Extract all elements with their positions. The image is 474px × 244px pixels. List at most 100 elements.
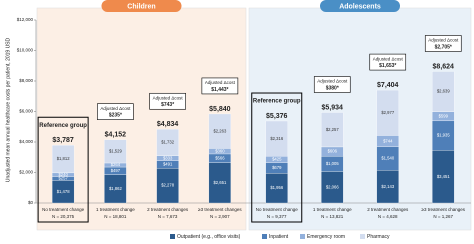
panel-header — [101, 0, 182, 12]
annotation-box — [149, 92, 186, 110]
bar-segment — [265, 120, 288, 157]
annotation-label: Adjusted Δcost — [373, 56, 404, 61]
annotation-box — [424, 35, 462, 52]
segment-label: $2,278 — [161, 183, 174, 188]
n-label: N = 20,375 — [52, 214, 75, 219]
n-label: N = 7,673 — [158, 214, 178, 219]
annotation-box — [201, 77, 239, 95]
category-label: No treatment change — [42, 207, 85, 212]
total-label: $5,934 — [322, 104, 344, 111]
n-label: N = 18,801 — [104, 214, 127, 219]
reference-box — [37, 116, 89, 223]
category-label: 1 treatment change — [96, 207, 135, 212]
annotation-label: Adjusted Δcost — [100, 106, 131, 111]
annotation-box — [313, 76, 351, 93]
reference-box — [251, 92, 303, 223]
annotation-value: $743* — [161, 102, 174, 108]
reference-label: Reference group — [253, 99, 301, 105]
segment-label: $1,935 — [437, 133, 450, 138]
category-label: No treatment change — [256, 207, 299, 212]
annotation-label: Adjusted Δcost — [428, 38, 459, 43]
legend-label: Inpatient — [269, 234, 289, 240]
category-label: ≥3 treatment changes — [422, 207, 466, 212]
segment-label: $2,639 — [437, 89, 450, 94]
segment-label: $333 — [163, 155, 173, 160]
segment-label: $2,066 — [326, 184, 339, 189]
total-label: $4,834 — [157, 121, 179, 128]
bar-segment — [208, 113, 232, 149]
segment-label: $2,316 — [270, 136, 283, 141]
annotation-label: Adjusted Δcost — [317, 79, 348, 84]
bar-segment — [321, 112, 344, 148]
total-label: $7,404 — [377, 82, 399, 89]
n-label: N = 13,821 — [321, 214, 344, 219]
annotation-value: $1,653* — [379, 63, 396, 69]
annotation-box — [369, 53, 407, 71]
total-label: $5,840 — [209, 106, 231, 113]
legend-swatch — [262, 234, 267, 239]
segment-label: $491 — [163, 162, 173, 167]
annotation-box — [97, 103, 134, 120]
category-label: ≥3 treatment changes — [198, 207, 242, 212]
segment-label: $2,977 — [381, 110, 394, 115]
bar-segment — [104, 139, 127, 164]
segment-label: $497 — [111, 168, 121, 173]
y-tick-label: $0 — [28, 200, 34, 205]
segment-label: $3,451 — [437, 174, 450, 179]
segment-label: $1,956 — [270, 185, 283, 190]
annotation-value: $380* — [326, 85, 339, 91]
total-label: $3,787 — [52, 137, 74, 144]
bar-segment — [376, 89, 399, 136]
total-label: $5,376 — [266, 113, 288, 120]
segment-label: $257 — [58, 176, 68, 181]
segment-label: $360 — [215, 148, 225, 153]
y-tick-label: $6,000 — [19, 109, 33, 114]
segment-label: $425 — [272, 157, 282, 162]
annotation-value: $1,443* — [211, 87, 228, 93]
legend-label: Emergency room — [307, 234, 345, 240]
legend-swatch — [300, 234, 305, 239]
n-label: N = 1,267 — [433, 214, 453, 219]
y-tick-label: $8,000 — [19, 78, 33, 83]
segment-label: $1,005 — [326, 161, 339, 166]
panel-title: Adolescents — [339, 3, 381, 10]
y-tick-label: $10,000 — [17, 48, 34, 53]
segment-label: $599 — [439, 113, 449, 118]
panel-header — [320, 0, 400, 12]
segment-label: $1,529 — [109, 148, 122, 153]
n-label: N = 9,377 — [267, 214, 287, 219]
legend-label: Pharmacy — [367, 234, 390, 240]
segment-label: $1,812 — [57, 156, 70, 161]
legend-swatch — [170, 234, 175, 239]
category-label: 2 treatment changes — [147, 207, 189, 212]
bar-segment — [156, 129, 179, 156]
segment-label: $2,143 — [381, 184, 394, 189]
panel-title: Children — [127, 3, 155, 10]
y-tick-label: $2,000 — [19, 170, 33, 175]
segment-label: $264 — [111, 162, 121, 167]
y-axis-label: Unadjusted mean annual healthcare costs … — [5, 37, 11, 182]
segment-label: $1,862 — [109, 186, 122, 191]
segment-label: $1,478 — [57, 189, 70, 194]
total-label: $8,624 — [433, 63, 455, 70]
segment-label: $240 — [58, 172, 68, 177]
segment-label: $1,540 — [381, 156, 394, 161]
annotation-value: $2,705* — [435, 44, 452, 50]
segment-label: $606 — [328, 149, 338, 154]
annotation-label: Adjusted Δcost — [205, 80, 236, 85]
annotation-label: Adjusted Δcost — [153, 95, 184, 100]
segment-label: $744 — [383, 138, 393, 143]
segment-label: $2,263 — [213, 128, 226, 133]
segment-label: $679 — [272, 165, 282, 170]
n-label: N = 4,628 — [378, 214, 398, 219]
segment-label: $1,732 — [161, 140, 174, 145]
bar-segment — [51, 145, 75, 174]
category-label: 1 treatment change — [313, 207, 352, 212]
bar-segment — [432, 71, 455, 112]
legend-label: Outpatient (e.g., office visits) — [177, 234, 241, 240]
n-label: N = 2,907 — [210, 214, 230, 219]
segment-label: $2,651 — [213, 180, 226, 185]
category-label: 2 treatment changes — [367, 207, 409, 212]
total-label: $4,152 — [105, 132, 127, 139]
